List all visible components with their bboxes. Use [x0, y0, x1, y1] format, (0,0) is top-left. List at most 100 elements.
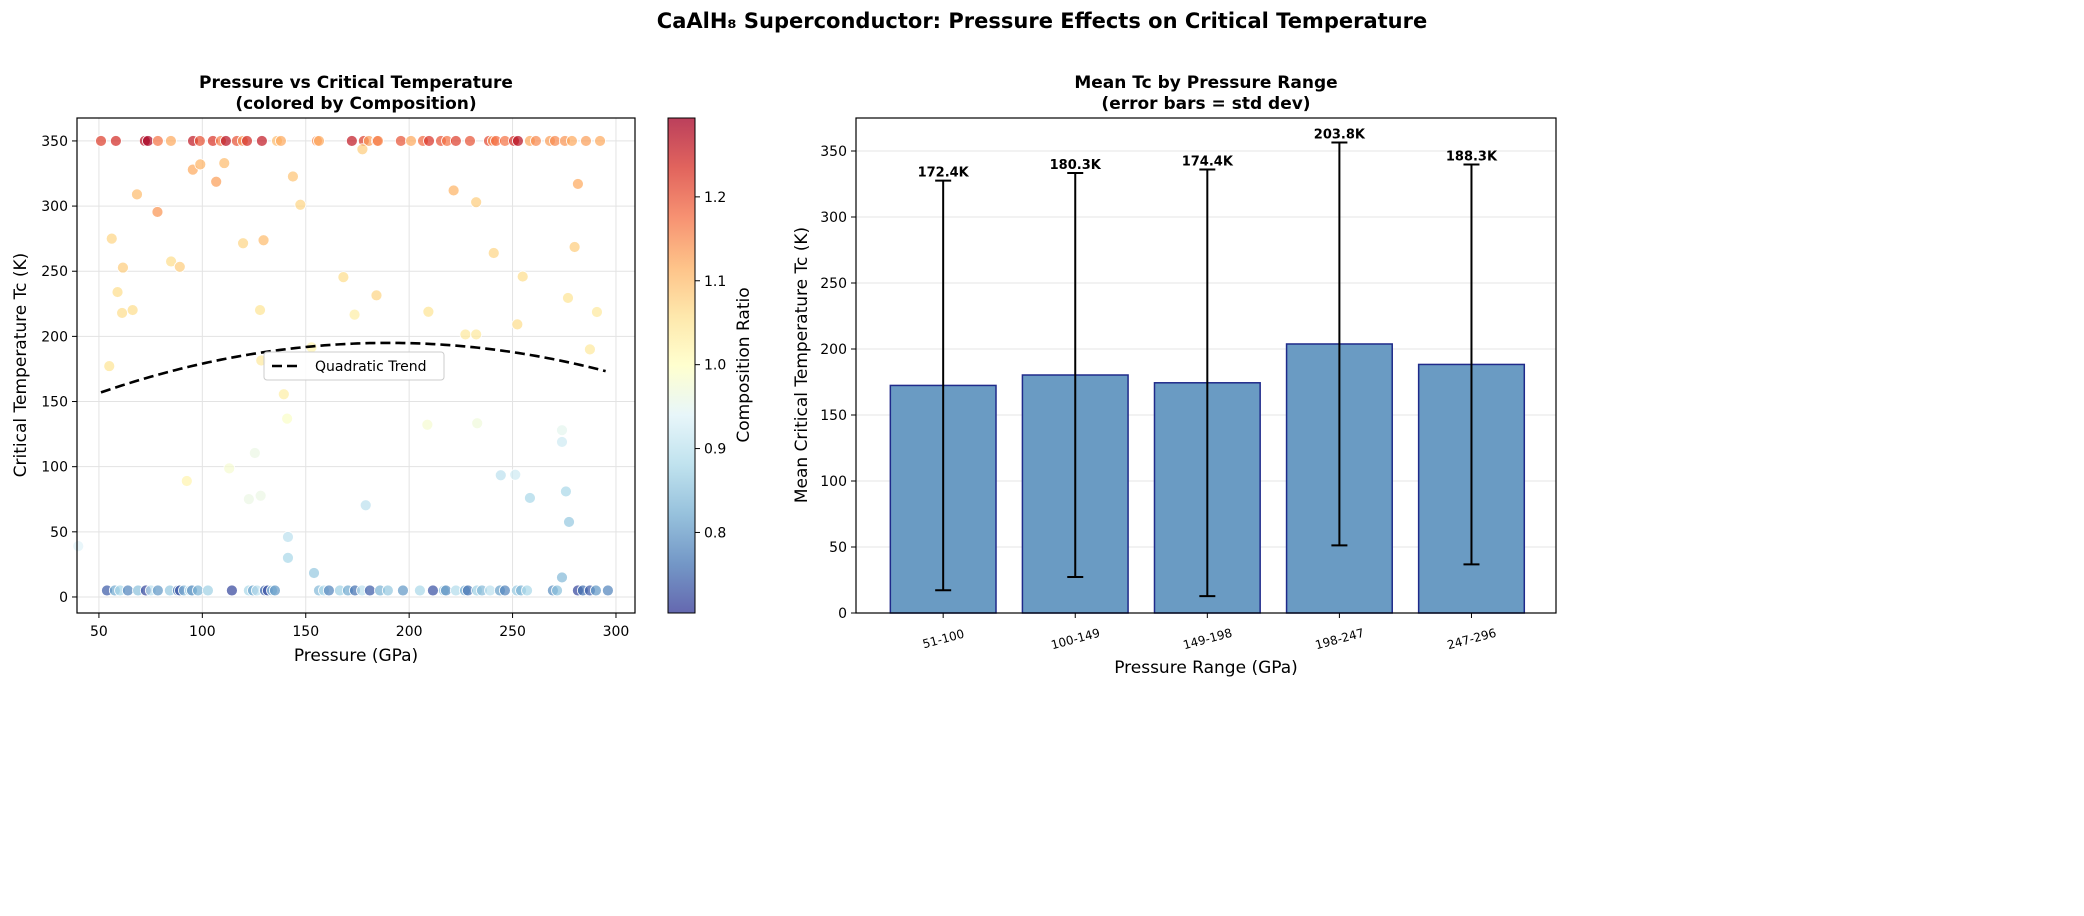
scatter-point — [359, 499, 372, 512]
y-tick-label: 50 — [829, 540, 847, 556]
x-tick-label: 247-296 — [1446, 626, 1498, 653]
y-tick-label: 200 — [820, 342, 847, 358]
data-label: 203.8K — [1314, 128, 1366, 143]
x-tick-label: 198-247 — [1314, 626, 1366, 653]
scatter-point — [590, 584, 602, 597]
data-label: 174.4K — [1182, 154, 1234, 169]
scatter-point — [447, 184, 460, 197]
scatter-point — [572, 178, 584, 190]
colorbar-tick-label: 1.1 — [704, 274, 726, 290]
scatter-point — [449, 135, 462, 147]
y-tick-label: 300 — [41, 199, 68, 215]
scatter-point — [470, 328, 483, 341]
scatter-point — [381, 584, 394, 597]
scatter-point — [254, 489, 267, 502]
scatter-point — [549, 135, 561, 147]
scatter-point — [180, 475, 193, 487]
scatter-point — [459, 328, 472, 341]
scatter-point — [173, 260, 186, 273]
scatter-point — [248, 447, 261, 459]
colorbar-label: Composition Ratio — [734, 287, 754, 442]
scatter-point — [421, 418, 434, 431]
scatter-point — [220, 135, 232, 147]
scatter-point — [193, 135, 206, 147]
scatter-point — [111, 286, 124, 298]
scatter-point — [414, 584, 426, 597]
scatter-point — [348, 308, 361, 321]
scatter-point — [566, 135, 578, 147]
scatter-point — [164, 135, 177, 147]
scatter-point — [591, 306, 603, 318]
scatter-point — [294, 198, 307, 211]
x-tick-label: 150 — [292, 624, 319, 640]
x-tick-label: 51-100 — [921, 627, 966, 652]
scatter-point — [509, 468, 522, 481]
y-axis-label: Critical Temperature Tc (K) — [11, 253, 31, 478]
y-tick-label: 50 — [50, 525, 68, 541]
x-tick-label: 50 — [90, 624, 108, 640]
scatter-point — [281, 412, 294, 425]
scatter-point — [464, 135, 476, 147]
scatter-point — [126, 304, 139, 316]
scatter-point — [255, 135, 268, 147]
scatter-point — [308, 567, 320, 579]
x-tick-label: 149-198 — [1182, 626, 1234, 653]
figure-title: CaAlH₈ Superconductor: Pressure Effects … — [657, 9, 1427, 33]
scatter-point — [423, 135, 435, 147]
data-label: 188.3K — [1446, 149, 1498, 164]
y-tick-label: 150 — [820, 408, 847, 424]
scatter-point — [556, 424, 568, 437]
scatter-point — [269, 584, 281, 597]
scatter-point — [242, 493, 255, 506]
scatter-point — [405, 135, 417, 147]
scatter-point — [254, 304, 266, 316]
scatter-point — [103, 360, 116, 372]
scatter-point — [563, 516, 575, 528]
scatter-point — [356, 143, 369, 156]
y-tick-label: 200 — [41, 329, 68, 345]
colorbar-tick-label: 0.8 — [704, 525, 726, 541]
scatter-point — [422, 305, 435, 318]
colorbar-tick-label: 1.0 — [704, 358, 726, 374]
scatter-point — [282, 531, 294, 543]
scatter-point — [165, 255, 178, 268]
scatter-point — [142, 135, 154, 147]
colorbar — [667, 117, 696, 614]
x-axis-label: Pressure (GPa) — [294, 646, 418, 666]
scatter-point — [226, 584, 238, 597]
legend-box — [263, 351, 445, 381]
scatter-point — [530, 135, 542, 147]
scatter-point — [556, 571, 568, 584]
scatter-point — [257, 234, 270, 247]
scatter-point — [151, 584, 164, 597]
scatter-point — [440, 584, 452, 597]
scatter-point — [282, 551, 294, 564]
subplot-title-line2: (error bars = std dev) — [1101, 94, 1310, 114]
scatter-point — [551, 584, 563, 597]
scatter-point — [560, 485, 572, 498]
scatter-point — [512, 135, 524, 147]
scatter-point — [397, 584, 409, 597]
subplot-title-line1: Pressure vs Critical Temperature — [199, 73, 513, 93]
y-tick-label: 250 — [820, 276, 847, 292]
scatter-point — [524, 492, 536, 504]
subplot-title-line1: Mean Tc by Pressure Range — [1074, 73, 1337, 93]
scatter-point — [218, 157, 231, 169]
scatter-point — [95, 135, 107, 147]
scatter-point — [394, 135, 407, 147]
y-tick-label: 350 — [820, 144, 847, 160]
scatter-point — [109, 135, 122, 147]
scatter-point — [363, 584, 376, 597]
scatter-point — [511, 318, 524, 331]
trend-line — [100, 341, 606, 394]
plot-frame — [76, 117, 636, 614]
data-label: 172.4K — [918, 166, 970, 181]
plot-frame — [855, 117, 1557, 614]
scatter-point — [470, 196, 483, 209]
x-tick-label: 250 — [499, 624, 526, 640]
y-tick-label: 300 — [820, 210, 847, 226]
scatter-point — [594, 135, 606, 147]
scatter-point — [372, 135, 384, 147]
scatter-point — [562, 292, 574, 304]
